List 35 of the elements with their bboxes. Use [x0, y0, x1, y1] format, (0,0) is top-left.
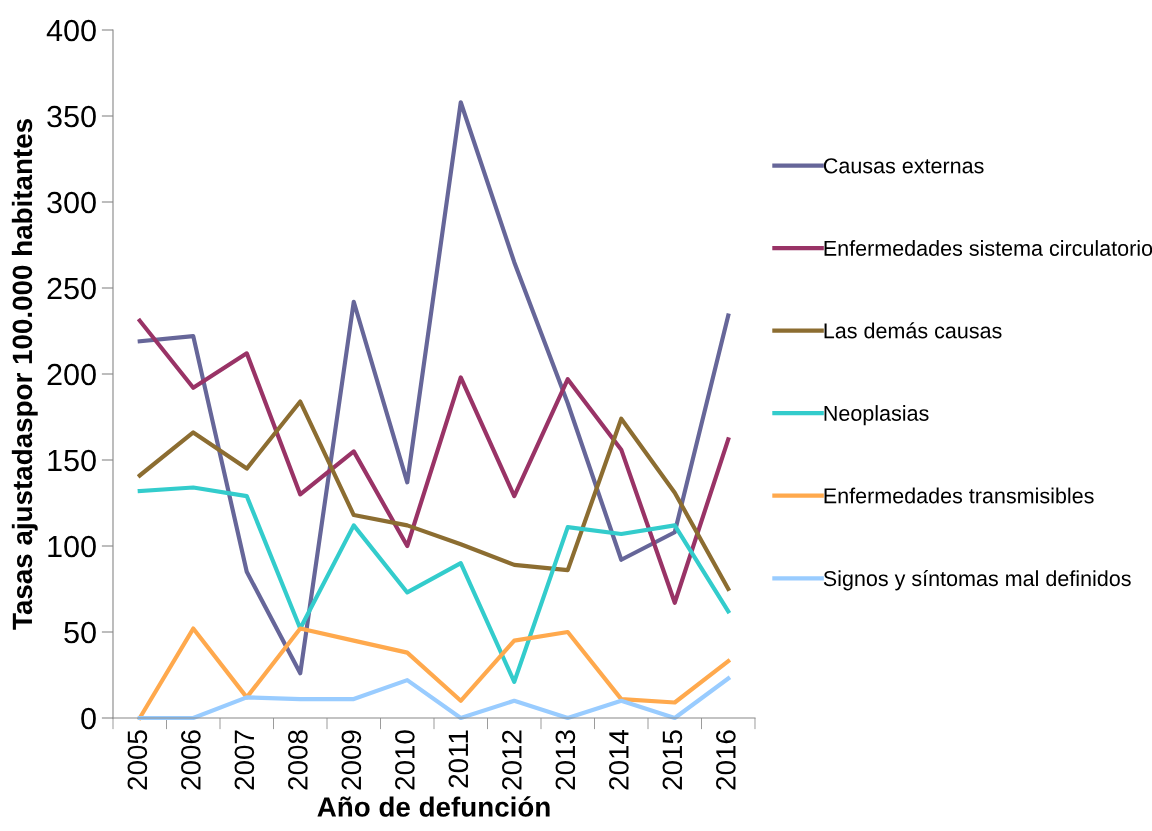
- x-tick-label: 2005: [127, 730, 148, 790]
- legend-label: Enfermedades transmisibles: [824, 487, 1094, 504]
- x-tick-label: 2012: [502, 730, 522, 790]
- line-series: [137, 318, 731, 605]
- y-tick-label: 400: [46, 19, 96, 42]
- x-tick-label: 2016: [716, 730, 736, 790]
- line-series: [137, 676, 731, 721]
- y-tick-label: 250: [47, 277, 96, 300]
- line-series: [137, 485, 731, 684]
- legend-label: Signos y síntomas mal definidos: [823, 570, 1131, 591]
- legend-label: Enfermedades sistema circulatorio: [824, 240, 1152, 256]
- x-tick-label: 2013: [555, 730, 576, 790]
- line-series: [137, 626, 731, 721]
- x-tick-label: 2010: [395, 730, 415, 790]
- y-tick-label: 300: [47, 191, 96, 214]
- y-axis-title: Tasas ajustadaspor 100.000 habitantes: [11, 119, 38, 630]
- x-tick-label: 2015: [662, 730, 683, 790]
- x-tick-label: 2006: [181, 730, 201, 790]
- legend-label: Neoplasias: [824, 405, 929, 426]
- x-tick-label: 2009: [341, 730, 362, 790]
- y-tick-label: 0: [81, 707, 96, 730]
- x-tick-label: 2011: [448, 730, 469, 788]
- x-tick-label: 2014: [609, 729, 629, 790]
- x-axis-title: Año de defunción: [317, 796, 550, 817]
- x-tick-label: 2007: [234, 730, 255, 790]
- legend-label: Causas externas: [823, 158, 984, 174]
- line-series: [137, 100, 731, 676]
- y-tick-label: 50: [64, 621, 96, 644]
- y-tick-label: 100: [48, 535, 96, 558]
- line-series: [137, 399, 731, 592]
- x-tick-label: 2008: [288, 730, 308, 790]
- y-tick-label: 350: [47, 105, 96, 128]
- legend-label: Las demás causas: [824, 322, 1002, 339]
- y-tick-label: 200: [47, 363, 96, 386]
- y-tick-label: 150: [48, 449, 96, 472]
